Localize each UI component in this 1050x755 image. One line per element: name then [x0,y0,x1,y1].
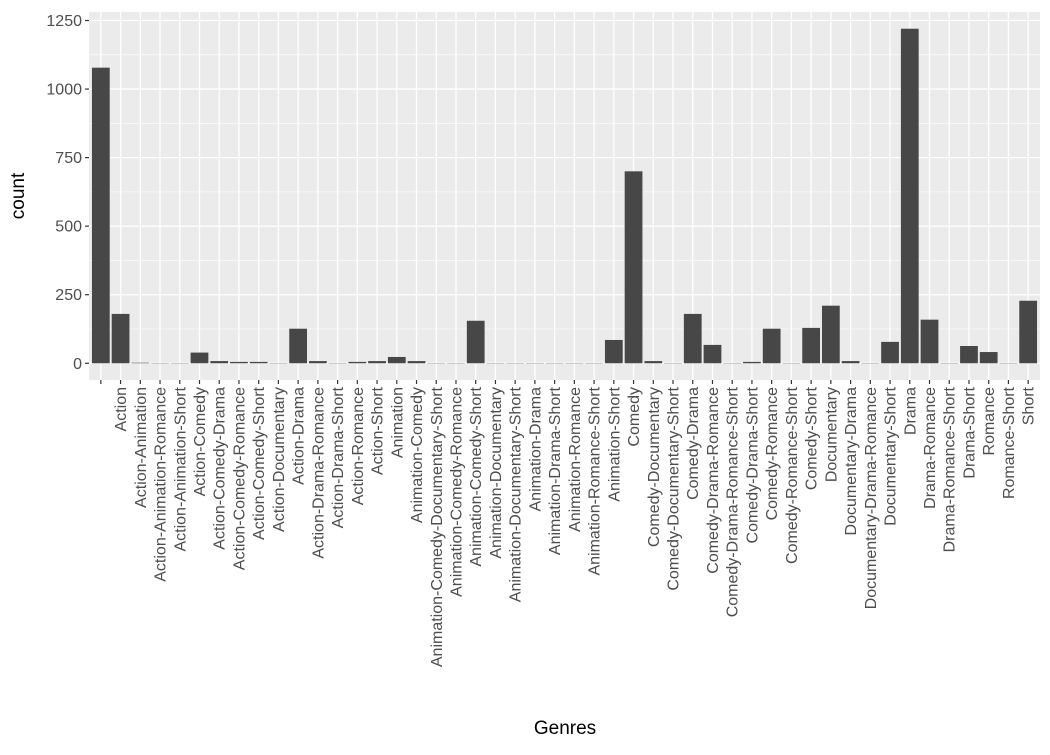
x-tick-label: Animation-Drama-Short [547,386,564,555]
x-tick-label: Animation-Romance [567,387,584,532]
bar [960,346,978,363]
bar [684,314,702,363]
x-tick-label: Short [1021,386,1038,425]
bar [191,353,209,364]
x-tick-label: Action-Documentary [271,387,288,532]
x-tick-label: Comedy-Short [804,386,821,490]
x-tick-label: Animation-Drama [527,387,544,512]
plot-panel [89,12,1040,380]
bar [368,361,386,363]
x-tick-label: Animation-Comedy-Documentary-Short [429,386,446,667]
x-tick-label: Action-Drama-Romance [310,387,327,559]
bar [822,306,840,364]
x-tick-label: Comedy-Romance [764,387,781,520]
bar [980,352,998,363]
bar [289,329,307,364]
bar [210,361,228,363]
bar [309,361,327,363]
x-tick-label: Animation-Romance-Short [587,386,604,575]
x-tick-label: Animation-Short [606,386,623,501]
bar [625,171,643,363]
bar [230,362,248,363]
x-tick-label: Romance-Short [1001,386,1018,499]
x-tick-label: Comedy-Romance-Short [784,386,801,564]
bar [250,362,268,363]
x-tick-label: Documentary-Drama-Romance [863,387,880,609]
bar [467,321,485,364]
bar [112,314,130,363]
x-tick-label: Action-Romance [350,387,367,505]
x-tick-label: Drama-Romance [922,387,939,509]
bar [131,363,149,364]
y-tick-label: 500 [55,219,82,236]
x-tick-label: Action-Comedy-Short [251,386,268,540]
bar [704,345,722,363]
x-tick-label: Drama-Romance-Short [942,386,959,552]
bar [842,361,860,363]
bar [408,361,426,363]
bar [92,68,110,364]
x-tick-label: Action-Animation-Romance [153,387,170,582]
x-tick-label: Romance [981,387,998,456]
x-tick-label: Documentary-Drama [843,387,860,536]
bar [348,362,366,363]
x-tick-label: Action [113,387,130,431]
x-tick-label: Comedy-Drama-Short [744,386,761,543]
x-tick-label: Action-Drama [291,387,308,485]
x-tick-label: Comedy-Drama-Romance [705,387,722,574]
x-tick-label: Animation-Comedy-Short [468,386,485,566]
y-tick-label: 750 [55,150,82,167]
x-tick-label: Comedy [626,387,643,447]
y-tick-label: 0 [73,356,82,373]
bar [921,320,939,364]
x-tick-label: Action-Short [370,386,387,475]
x-tick-label: Action-Comedy-Romance [231,387,248,570]
x-axis-title: Genres [534,718,596,739]
x-tick-label: Action-Animation-Short [172,386,189,551]
bar [901,29,919,364]
x-tick-label: Comedy-Documentary [646,387,663,547]
x-tick-label: Action-Drama-Short [330,386,347,528]
bar [388,357,406,363]
y-axis: 0 250 500 750 1000 1250 [46,13,89,373]
bar [644,361,662,363]
x-tick-label: Drama [902,387,919,435]
bar [743,362,761,363]
x-tick-label: Documentary [823,387,840,482]
x-tick-label: Animation-Comedy-Romance [448,387,465,597]
x-tick-label: Animation [389,387,406,458]
bar [1019,301,1037,364]
x-tick-label: Action-Comedy-Drama [212,387,229,550]
x-tick-label: Drama-Short [961,386,978,478]
x-tick-label: Animation-Documentary-Short [508,386,525,602]
x-tick-label: Animation-Comedy [409,387,426,523]
x-tick-label: Action-Comedy [192,387,209,496]
y-tick-label: 250 [55,287,82,304]
x-tick-label: Comedy-Drama-Romance-Short [725,386,742,617]
y-axis-title: count [8,172,29,219]
x-tick-label: Animation-Documentary [488,387,505,559]
bar [881,342,899,363]
y-tick-label: 1250 [46,13,82,30]
x-tick-label: Comedy-Documentary-Short [666,386,683,590]
x-tick-label: Documentary-Short [883,386,900,525]
y-tick-label: 1000 [46,82,82,99]
bar [605,340,623,363]
bar [802,328,820,363]
x-tick-label: Comedy-Drama [685,387,702,500]
x-tick-label: Action-Animation [133,387,150,508]
bar [763,329,781,364]
